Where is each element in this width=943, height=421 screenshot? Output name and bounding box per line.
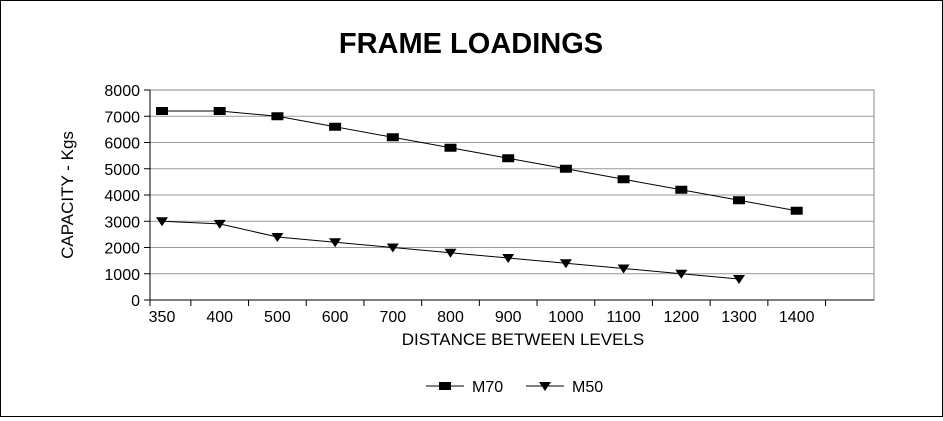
x-tick-label: 1400	[779, 309, 815, 326]
y-tick-label: 8000	[104, 83, 140, 100]
data-point-m50	[675, 269, 688, 279]
data-point-m70	[675, 185, 688, 194]
series-line-m70	[162, 110, 797, 212]
y-tick-label: 0	[131, 293, 140, 310]
grid-lines	[150, 115, 874, 275]
y-tick-label: 7000	[104, 109, 140, 126]
data-point-m50	[213, 219, 226, 229]
axes: 0 1000 2000 3000 4000 5000 6000 7000 8000 350 400 5…	[104, 83, 874, 326]
data-point-m50	[617, 264, 630, 274]
data-point-m70	[444, 143, 457, 152]
y-tick-label: 2000	[104, 241, 140, 258]
x-tick-label: 500	[264, 309, 291, 326]
y-tick-label: 5000	[104, 162, 140, 179]
data-point-m70	[329, 122, 342, 131]
data-point-m70	[502, 154, 515, 163]
series-layer	[156, 107, 803, 284]
x-axis-label: DISTANCE BETWEEN LEVELS	[402, 330, 644, 349]
data-point-m70	[790, 206, 803, 215]
x-tick-label: 1100	[606, 309, 641, 326]
x-tick-label: 700	[379, 309, 406, 326]
y-tick-label: 6000	[104, 136, 140, 153]
data-point-m70	[213, 107, 226, 115]
y-tick-label: 1000	[104, 267, 140, 284]
x-tick-label: 1000	[548, 309, 584, 326]
data-point-m70	[559, 164, 572, 173]
y-tick-label: 4000	[104, 188, 140, 205]
x-tick-label: 900	[495, 309, 522, 326]
data-point-m50	[271, 233, 284, 242]
x-tick-label: 350	[149, 309, 176, 326]
x-tick-label: 1200	[664, 309, 700, 326]
data-point-m50	[329, 238, 342, 248]
x-tick-label: 400	[206, 309, 233, 326]
y-axis-label: CAPACITY - Kgs	[58, 131, 77, 259]
y-tick-label: 3000	[104, 214, 140, 231]
legend-label-m50: M50	[572, 379, 603, 396]
legend: M70 M50	[426, 379, 603, 396]
data-point-m50	[502, 254, 515, 263]
data-point-m50	[559, 259, 572, 269]
data-point-m70	[733, 196, 745, 205]
data-point-m50	[444, 248, 457, 258]
legend-marker-m50	[539, 382, 551, 391]
data-point-m70	[271, 112, 284, 121]
legend-marker-m70	[439, 382, 451, 390]
x-tick-label: 1300	[721, 309, 757, 326]
legend-label-m70: M70	[472, 379, 503, 396]
data-point-m70	[156, 107, 168, 115]
x-tick-label: 800	[437, 309, 464, 326]
x-tick-label: 600	[322, 309, 349, 326]
data-point-m50	[156, 217, 168, 227]
data-point-m50	[733, 275, 745, 284]
chart-title: FRAME LOADINGS	[339, 28, 603, 60]
data-point-m50	[386, 243, 399, 253]
data-point-m70	[617, 175, 630, 184]
data-point-m70	[386, 133, 399, 142]
